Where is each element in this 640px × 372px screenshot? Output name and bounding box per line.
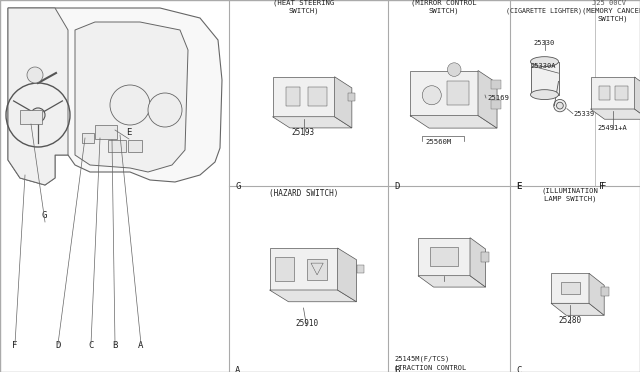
Text: C: C (516, 366, 522, 372)
Polygon shape (478, 71, 497, 128)
Text: 25145M(F/TCS)
(TRACTION CONTROL
 SWITCH)
25145P(F/VDC)
(VEHICLE DYNAMICS
 CONTRO: 25145M(F/TCS) (TRACTION CONTROL SWITCH) … (394, 356, 467, 372)
Polygon shape (634, 77, 640, 119)
Text: (HEAT STEERING
SWITCH): (HEAT STEERING SWITCH) (273, 0, 334, 14)
Text: 25491+A: 25491+A (598, 125, 627, 131)
Bar (481, 252, 489, 262)
Circle shape (31, 108, 45, 122)
Text: (MIRROR CONTROL
SWITCH): (MIRROR CONTROL SWITCH) (411, 0, 477, 14)
Bar (108, 140, 126, 152)
Bar (614, 86, 628, 100)
Polygon shape (75, 22, 188, 172)
Ellipse shape (531, 57, 559, 67)
Polygon shape (418, 276, 486, 287)
Circle shape (27, 67, 43, 83)
Text: (HAZARD SWITCH): (HAZARD SWITCH) (269, 189, 338, 198)
Bar (447, 81, 469, 105)
Text: (MEMORY CANCEL
SWITCH): (MEMORY CANCEL SWITCH) (582, 7, 640, 22)
Bar (20, 110, 42, 124)
Text: (CIGARETTE LIGHTER): (CIGARETTE LIGHTER) (506, 7, 582, 14)
Bar (531, 62, 559, 94)
Text: C: C (88, 341, 93, 350)
Text: 25169: 25169 (487, 95, 509, 101)
Polygon shape (551, 303, 604, 315)
Text: G: G (235, 182, 241, 191)
Text: 25330: 25330 (534, 40, 555, 46)
Text: J25 00CV: J25 00CV (593, 0, 627, 6)
Text: E: E (126, 128, 131, 137)
Circle shape (422, 86, 442, 105)
Bar (492, 100, 501, 109)
Circle shape (148, 93, 182, 127)
Text: (ILLUMINATION
LAMP SWITCH): (ILLUMINATION LAMP SWITCH) (541, 187, 598, 202)
Bar (591, 77, 634, 109)
Text: 25339: 25339 (574, 110, 595, 116)
Circle shape (110, 85, 150, 125)
Bar (601, 288, 609, 296)
Text: 25193: 25193 (292, 128, 315, 137)
Bar (307, 259, 327, 279)
Polygon shape (410, 115, 497, 128)
Polygon shape (8, 8, 222, 185)
Text: F: F (12, 341, 17, 350)
Bar (410, 71, 478, 115)
Bar (551, 273, 589, 303)
Bar (128, 140, 142, 152)
Text: D: D (394, 182, 399, 191)
Polygon shape (273, 117, 352, 128)
Polygon shape (470, 238, 486, 287)
Bar (561, 282, 579, 294)
Circle shape (554, 99, 566, 112)
Circle shape (447, 63, 461, 76)
Bar (95, 125, 117, 139)
Bar (273, 77, 335, 117)
Polygon shape (591, 109, 640, 119)
Bar (429, 247, 458, 266)
Text: F: F (601, 182, 606, 191)
Circle shape (557, 102, 563, 109)
Text: 25910: 25910 (295, 319, 318, 328)
Ellipse shape (531, 90, 559, 100)
Text: E: E (516, 182, 522, 191)
Text: A: A (235, 366, 241, 372)
Bar (269, 248, 337, 290)
Text: 25330A: 25330A (531, 63, 556, 69)
Text: B: B (112, 341, 117, 350)
Bar (275, 257, 294, 280)
Text: A: A (138, 341, 143, 350)
Polygon shape (589, 273, 604, 315)
Bar (356, 265, 364, 273)
Bar (286, 87, 300, 106)
Polygon shape (269, 290, 356, 302)
Text: 25280: 25280 (559, 316, 582, 325)
Text: 25560M: 25560M (426, 139, 452, 145)
Bar (418, 238, 470, 276)
Polygon shape (335, 77, 352, 128)
Bar (599, 86, 611, 100)
Text: D: D (55, 341, 60, 350)
Bar (492, 80, 501, 89)
Bar (82, 133, 94, 143)
Polygon shape (8, 8, 68, 185)
Text: F: F (599, 182, 604, 191)
Bar (348, 93, 355, 101)
Text: E: E (516, 182, 522, 191)
Text: B: B (394, 366, 399, 372)
Polygon shape (337, 248, 356, 302)
Bar (308, 87, 327, 106)
Text: G: G (42, 211, 47, 220)
